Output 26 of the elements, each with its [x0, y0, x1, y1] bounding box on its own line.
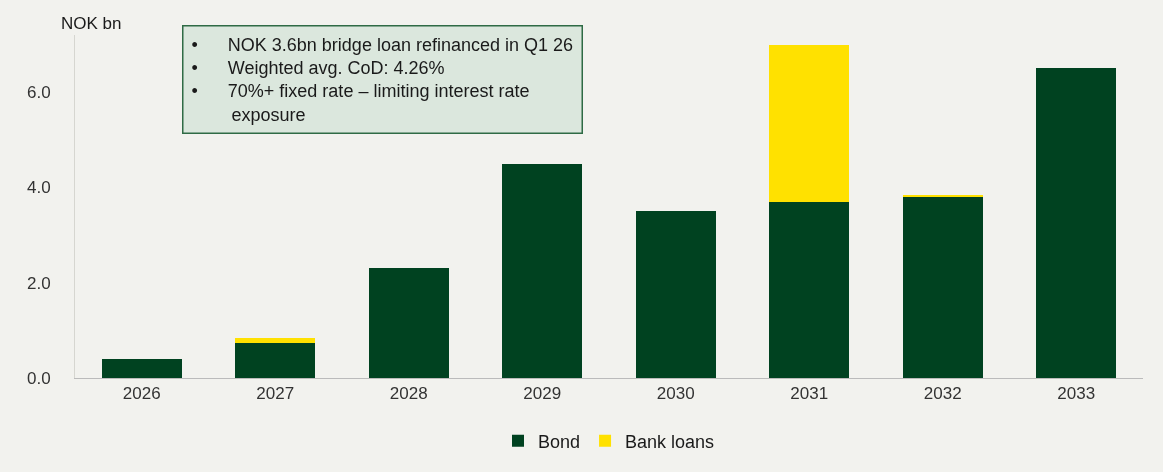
bar — [235, 337, 316, 343]
bar — [101, 358, 182, 378]
annotation: • NOK 3.6bn bridge loan refinanced in Q1 26 • Weighted avg. CoD: 4.26% • 70%+ fixed rate – limiting interest rate exposure — [191, 34, 574, 125]
bar — [635, 211, 716, 378]
legend-label: Bank loans — [625, 431, 715, 452]
legend-label: Bond — [538, 431, 581, 452]
bar — [769, 44, 850, 202]
y-tick-label: 0.0 — [26, 368, 51, 388]
bar — [1036, 68, 1117, 378]
bar — [368, 268, 449, 378]
x-tick-label: 2031 — [790, 384, 829, 404]
x-tick-label: 2027 — [256, 384, 295, 404]
bar — [235, 342, 316, 378]
y-tick-label: 6.0 — [26, 83, 51, 103]
x-tick-label: 2032 — [923, 384, 962, 404]
x-tick-label: 2026 — [122, 384, 161, 404]
y-tick-label: 4.0 — [26, 178, 51, 198]
x-tick-label: 2033 — [1057, 384, 1096, 404]
y-tick-label: 2.0 — [26, 273, 51, 293]
bar — [902, 196, 983, 378]
x-tick-label: 2029 — [523, 384, 562, 404]
x-tick-label: 2030 — [656, 384, 695, 404]
bar — [502, 163, 583, 378]
y-axis-title: NOK bn — [61, 14, 122, 33]
bar — [769, 201, 850, 378]
x-tick-label: 2028 — [389, 384, 428, 404]
